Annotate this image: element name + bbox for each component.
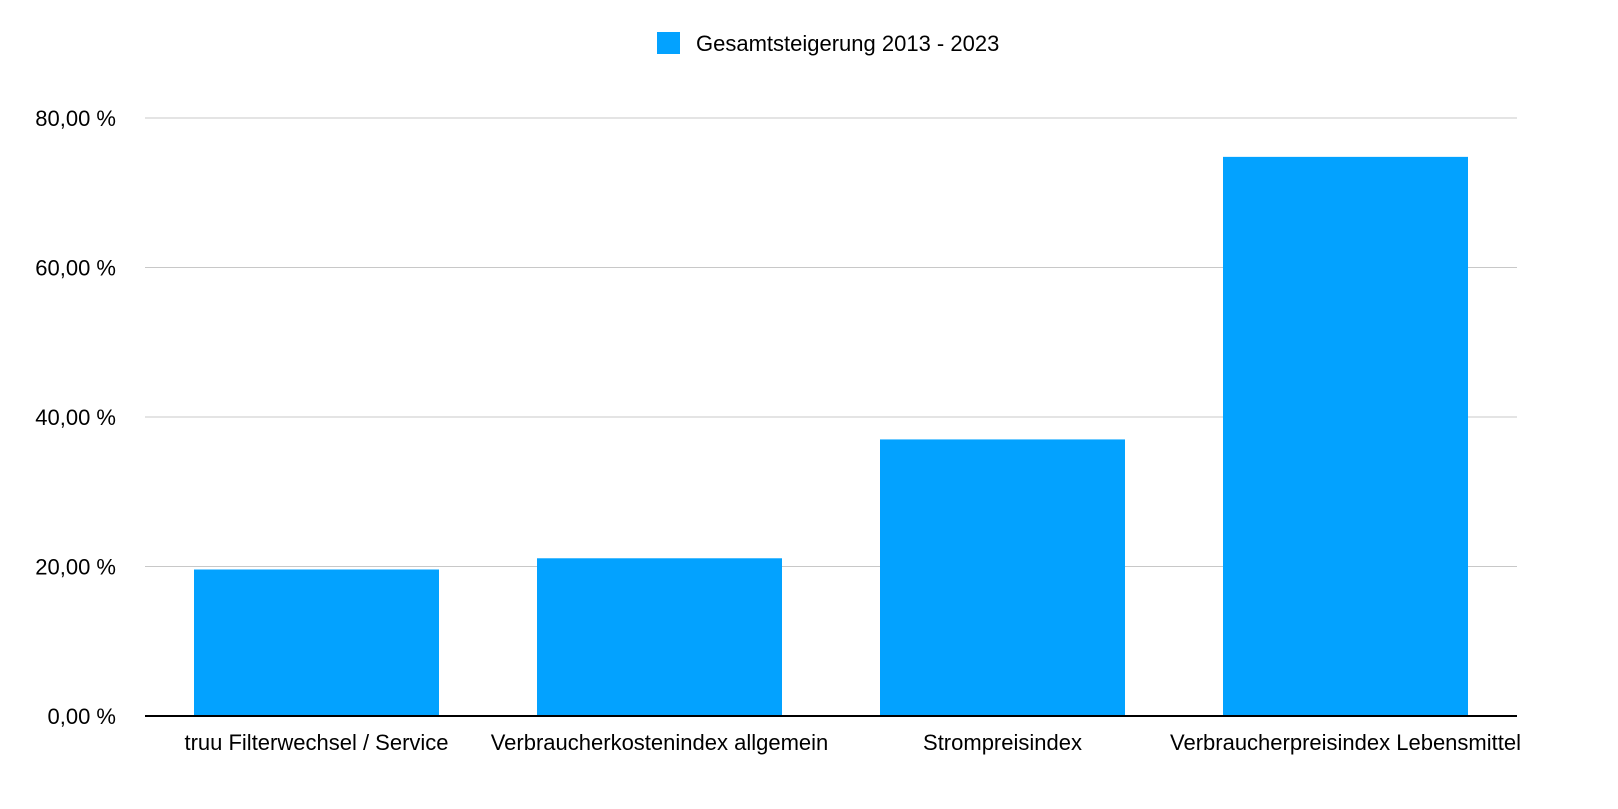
- x-tick-label: Verbraucherpreisindex Lebensmittel: [1170, 730, 1521, 755]
- bar: [1223, 156, 1468, 716]
- x-tick-label: Verbraucherkostenindex allgemein: [491, 730, 829, 755]
- y-tick-label: 80,00 %: [35, 106, 116, 131]
- x-tick-label: truu Filterwechsel / Service: [184, 730, 448, 755]
- y-tick-label: 20,00 %: [35, 555, 116, 580]
- x-tick-label: Strompreisindex: [923, 730, 1082, 755]
- bars: [194, 156, 1468, 716]
- bar: [194, 569, 439, 716]
- bar: [537, 558, 782, 716]
- y-tick-label: 0,00 %: [48, 704, 117, 729]
- x-axis-category-labels: truu Filterwechsel / Service Verbraucherk…: [184, 730, 1521, 755]
- bar: [880, 439, 1125, 716]
- y-tick-label: 40,00 %: [35, 405, 116, 430]
- y-axis-tick-labels: 0,00 % 20,00 % 40,00 % 60,00 % 80,00 %: [35, 106, 116, 729]
- y-tick-label: 60,00 %: [35, 256, 116, 281]
- legend-label: Gesamtsteigerung 2013 - 2023: [696, 31, 999, 56]
- legend: Gesamtsteigerung 2013 - 2023: [657, 31, 999, 56]
- legend-swatch: [657, 32, 680, 54]
